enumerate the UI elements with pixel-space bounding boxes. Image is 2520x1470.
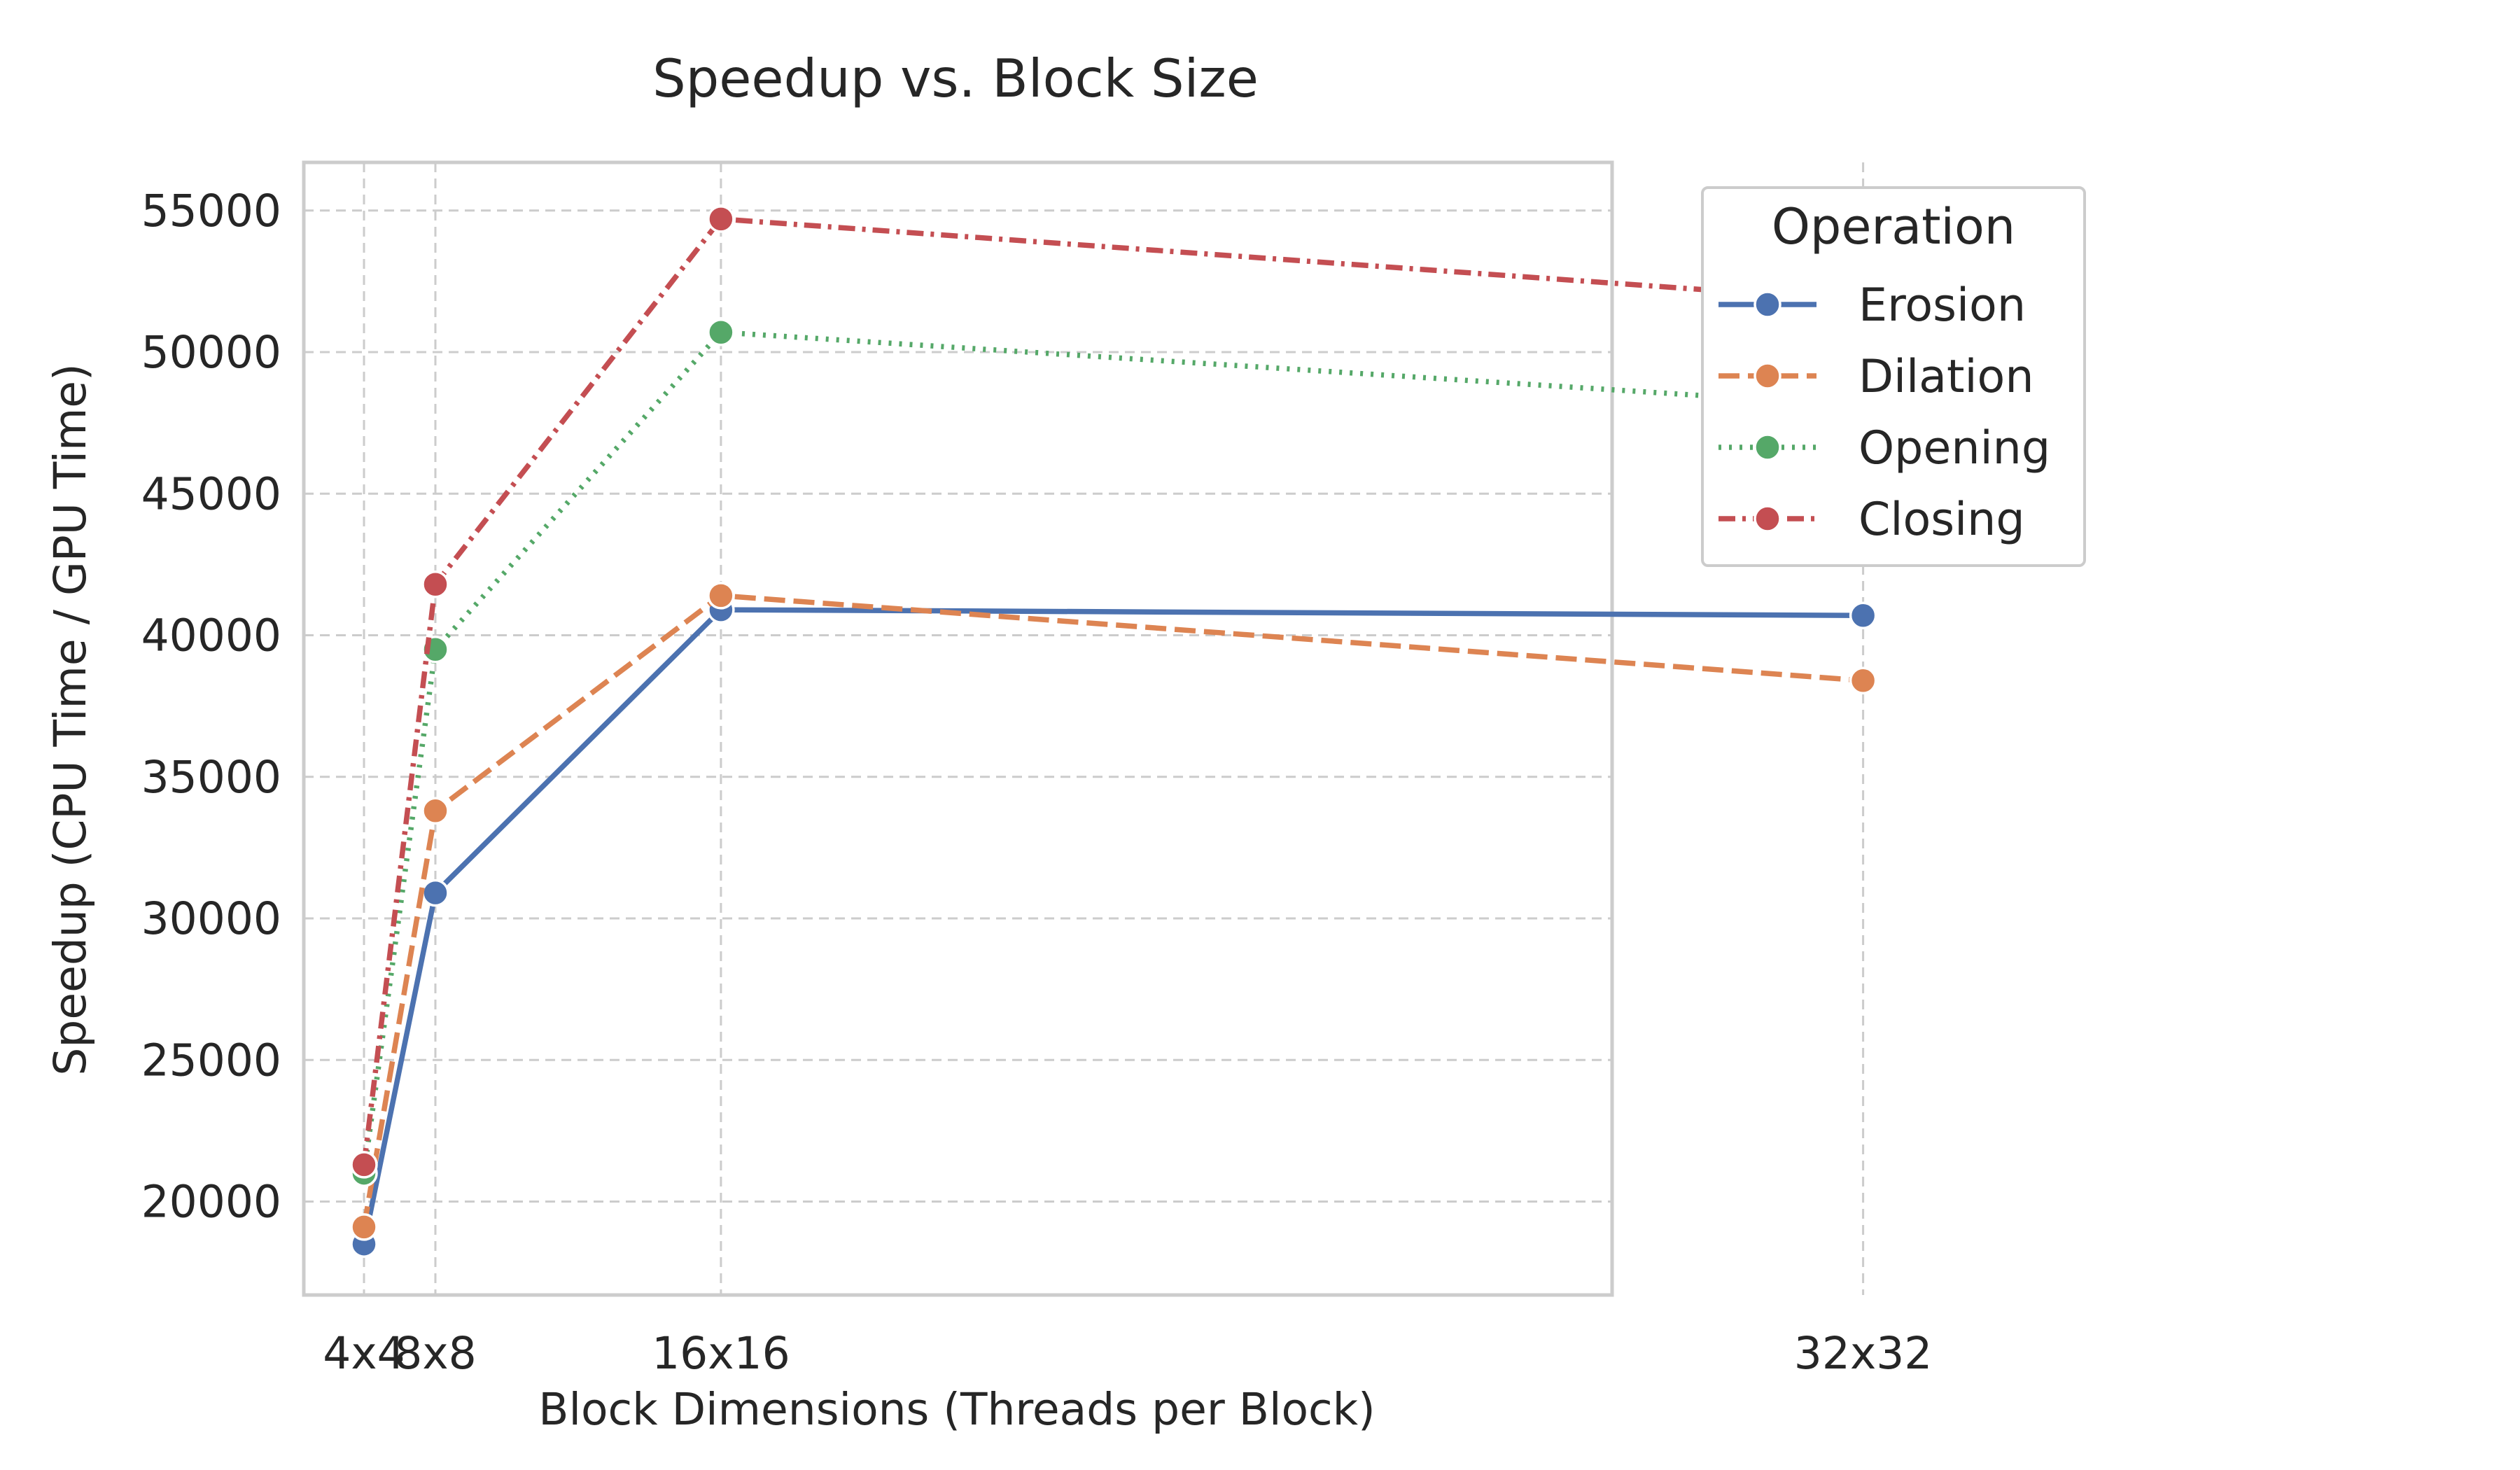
- x-tick-label: 32x32: [1794, 1328, 1933, 1379]
- legend: Operation Erosion Dilation Opening Closing: [1701, 186, 2086, 567]
- y-tick-label: 45000: [141, 468, 281, 519]
- y-tick-label: 50000: [141, 327, 281, 378]
- y-tick-label: 40000: [141, 610, 281, 662]
- y-tick-label: 25000: [141, 1035, 281, 1086]
- chart-title: Speedup vs. Block Size: [652, 48, 1259, 109]
- data-point-dilation: [421, 797, 449, 825]
- data-point-closing: [350, 1151, 378, 1179]
- data-point-erosion: [421, 878, 449, 907]
- y-tick-label: 20000: [141, 1177, 281, 1228]
- legend-label-closing: Closing: [1858, 493, 2025, 546]
- data-point-dilation: [350, 1213, 378, 1241]
- y-axis-label: Speedup (CPU Time / GPU Time): [45, 363, 96, 1075]
- data-point-closing: [707, 205, 735, 233]
- legend-box: [1701, 186, 2086, 567]
- x-tick-label: 8x8: [394, 1328, 476, 1379]
- legend-marker-dilation: [1754, 362, 1782, 390]
- data-point-erosion: [1849, 601, 1877, 629]
- data-point-closing: [421, 570, 449, 598]
- plot-area: 20000 25000 30000 35000 40000 45000 50000 55000…: [141, 160, 1933, 1379]
- series-line-closing: [361, 216, 1863, 1166]
- y-tick-label: 35000: [141, 752, 281, 803]
- y-tick-label: 30000: [141, 893, 281, 944]
- y-tick-label: 55000: [141, 186, 281, 237]
- x-tick-label: 4x4: [323, 1328, 405, 1379]
- legend-marker-opening: [1754, 433, 1782, 461]
- legend-label-erosion: Erosion: [1858, 279, 2026, 332]
- series-line-dilation: [361, 593, 1863, 1228]
- series-line-opening: [361, 329, 1863, 1174]
- data-point-dilation: [707, 582, 735, 610]
- legend-label-dilation: Dilation: [1858, 351, 2034, 403]
- legend-marker-closing: [1754, 505, 1782, 533]
- x-tick-label: 16x16: [652, 1328, 790, 1379]
- data-point-opening: [707, 318, 735, 346]
- legend-title: Operation: [1772, 198, 2015, 255]
- x-axis-label: Block Dimensions (Threads per Block): [538, 1384, 1376, 1435]
- data-point-dilation: [1849, 666, 1877, 694]
- legend-marker-erosion: [1754, 290, 1782, 318]
- axes-frame: [302, 160, 1614, 1297]
- legend-label-opening: Opening: [1858, 422, 2050, 475]
- plot-background: [304, 162, 1612, 1295]
- series-line-erosion: [361, 607, 1863, 1245]
